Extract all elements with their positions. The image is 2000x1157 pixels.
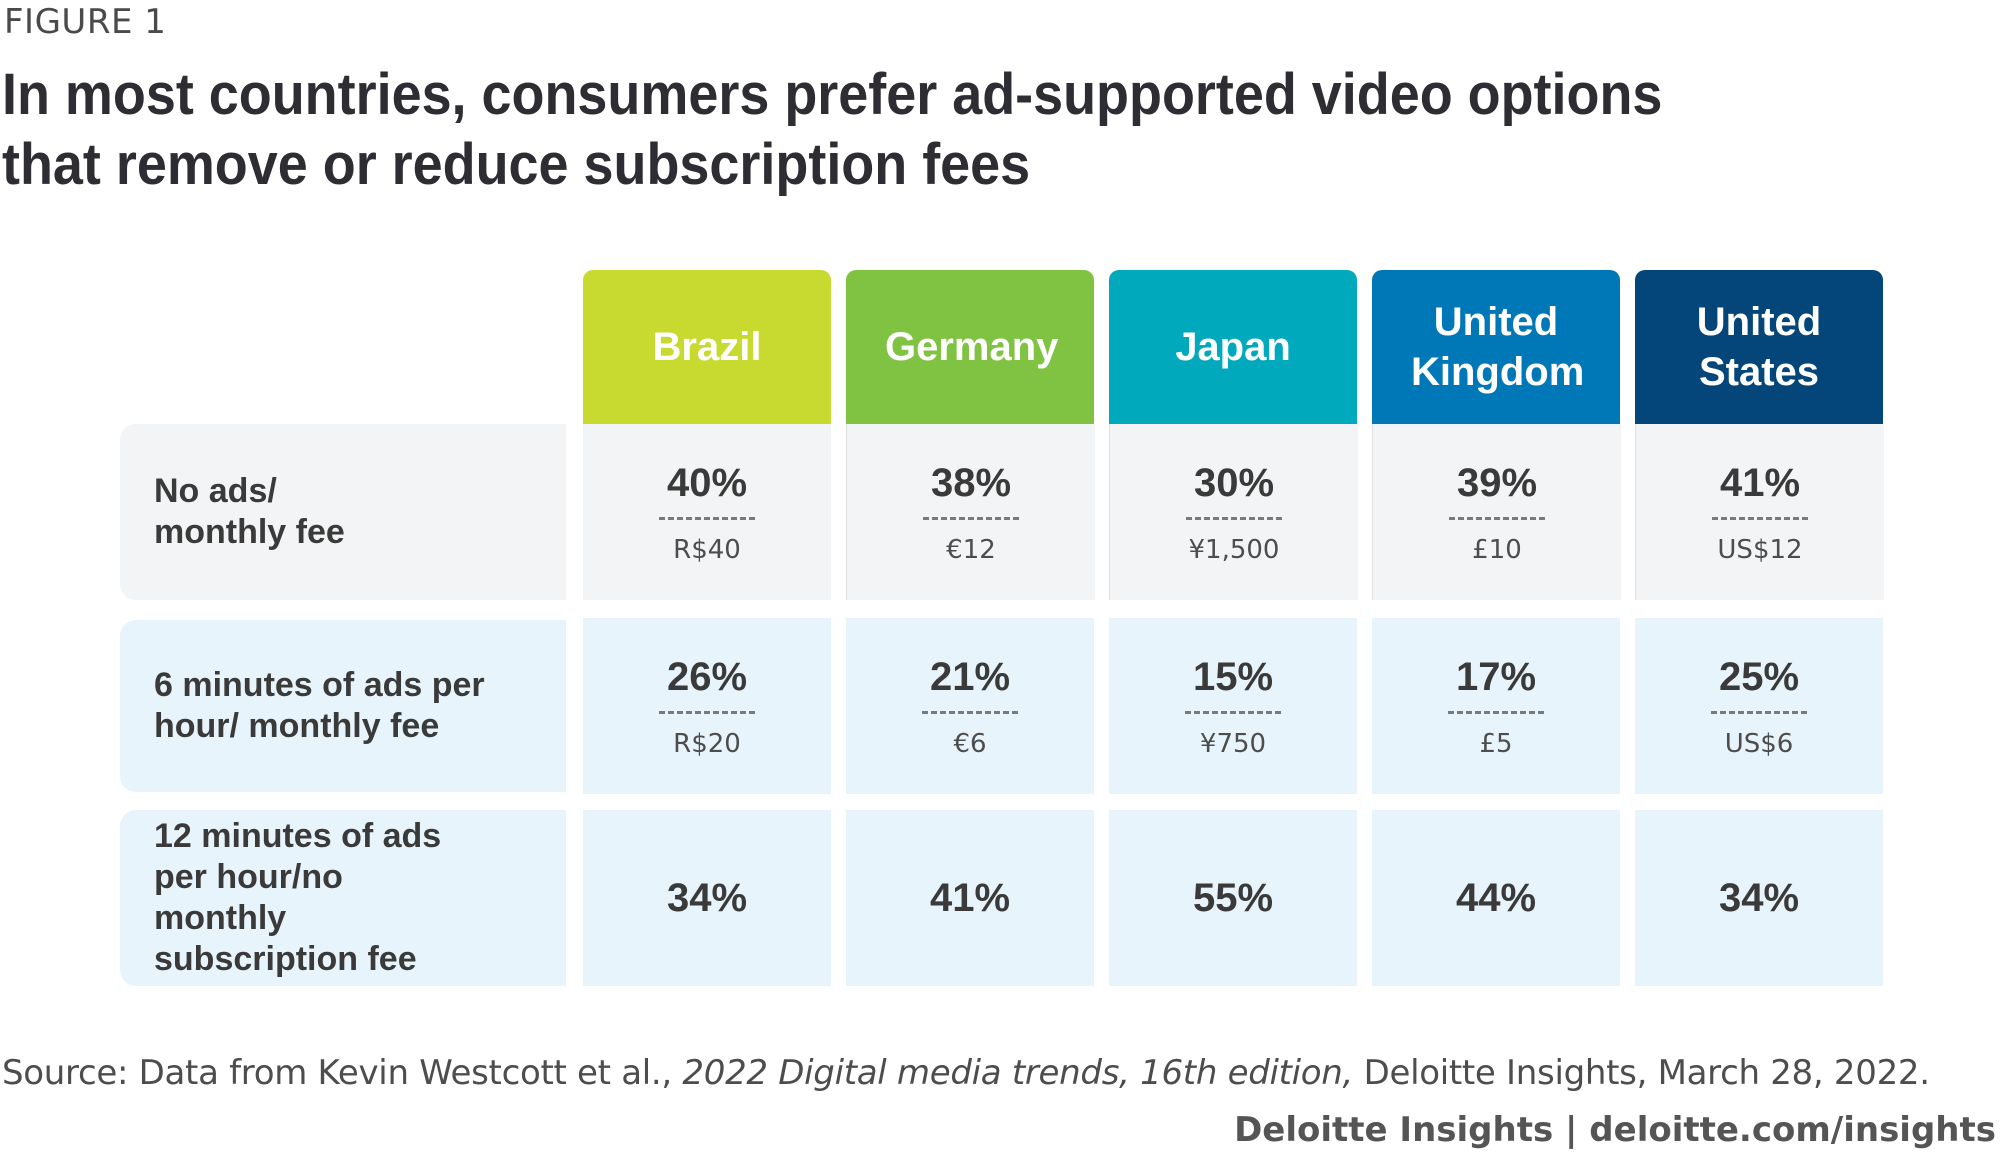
cell-percent: 15% (1192, 654, 1274, 699)
cell-divider (923, 516, 1019, 520)
table-cell: 44% (1372, 810, 1620, 986)
column-header-label: Brazil (652, 325, 762, 369)
brand-footer: Deloitte Insights | deloitte.com/insight… (1234, 1110, 1996, 1150)
cell-percent: 44% (1455, 876, 1537, 920)
source-note: Source: Data from Kevin Westcott et al.,… (2, 1053, 1930, 1093)
cell-price: R$40 (673, 534, 741, 565)
cell-percent: 26% (666, 654, 748, 699)
source-prefix: Source: Data from Kevin Westcott et al., (2, 1053, 683, 1093)
chart-title: In most countries, consumers prefer ad-s… (2, 62, 1663, 197)
table-cell: 41% US$12 (1635, 424, 1884, 600)
column-header-japan: Japan (1109, 270, 1357, 424)
row-label-text: 12 minutes of ads per hour/no monthly su… (154, 817, 442, 978)
cell-price: US$12 (1717, 534, 1803, 565)
row-label: 12 minutes of ads per hour/no monthly su… (120, 810, 566, 986)
table-cell: 21% €6 (846, 618, 1094, 794)
cell-percent: 55% (1192, 876, 1274, 920)
figure-label: FIGURE 1 (4, 2, 167, 42)
cell-percent: 41% (1719, 460, 1801, 505)
table-cell: 26% R$20 (583, 618, 831, 794)
row-label-text: 6 minutes of ads per hour/ monthly fee (154, 666, 485, 745)
column-header-label: United States (1696, 300, 1822, 394)
table-cell: 15% ¥750 (1109, 618, 1357, 794)
cell-percent: 41% (929, 876, 1011, 920)
table-cell: 17% £5 (1372, 618, 1620, 794)
cell-price: £10 (1472, 534, 1522, 565)
table-cell: 34% (583, 810, 831, 986)
cell-price: R$20 (673, 728, 741, 759)
cell-price: US$6 (1724, 728, 1794, 759)
column-header-label: Japan (1175, 325, 1291, 369)
cell-percent: 34% (1718, 876, 1800, 920)
table-cell: 30% ¥1,500 (1109, 424, 1358, 600)
source-publication: 2022 Digital media trends, 16th edition, (682, 1053, 1354, 1093)
cell-divider (659, 710, 755, 714)
cell-divider (1711, 710, 1807, 714)
cell-divider (1712, 516, 1808, 520)
cell-divider (1449, 516, 1545, 520)
cell-percent: 30% (1193, 460, 1275, 505)
cell-price: ¥750 (1199, 728, 1267, 759)
table-cell: 41% (846, 810, 1094, 986)
column-header-united-kingdom: United Kingdom (1372, 270, 1620, 424)
table-cell: 38% €12 (846, 424, 1095, 600)
column-header-brazil: Brazil (583, 270, 831, 424)
table-cell: 55% (1109, 810, 1357, 986)
cell-divider (922, 710, 1018, 714)
source-suffix: Deloitte Insights, March 28, 2022. (1353, 1053, 1930, 1093)
cell-percent: 38% (930, 460, 1012, 505)
cell-percent: 34% (666, 876, 748, 920)
cell-divider (1186, 516, 1282, 520)
cell-divider (659, 516, 755, 520)
cell-divider (1448, 710, 1544, 714)
table-cell: 25% US$6 (1635, 618, 1883, 794)
table-cell: 40% R$40 (583, 424, 831, 600)
row-label: 6 minutes of ads per hour/ monthly fee (120, 620, 566, 792)
cell-percent: 40% (666, 460, 748, 505)
table-cell: 34% (1635, 810, 1883, 986)
table-cell: 39% £10 (1372, 424, 1621, 600)
row-label: No ads/ monthly fee (120, 424, 566, 600)
column-header-united-states: United States (1635, 270, 1883, 424)
row-label-text: No ads/ monthly fee (154, 472, 345, 551)
cell-price: €12 (946, 534, 996, 565)
cell-percent: 39% (1456, 460, 1538, 505)
cell-percent: 21% (929, 654, 1011, 699)
column-header-label: Germany (885, 325, 1059, 369)
column-header-germany: Germany (846, 270, 1094, 424)
column-header-label: United Kingdom (1411, 300, 1585, 394)
cell-price: ¥1,500 (1188, 534, 1280, 565)
cell-divider (1185, 710, 1281, 714)
cell-price: £5 (1479, 728, 1513, 759)
cell-percent: 17% (1455, 654, 1537, 699)
cell-price: €6 (953, 728, 987, 759)
cell-percent: 25% (1718, 654, 1800, 699)
